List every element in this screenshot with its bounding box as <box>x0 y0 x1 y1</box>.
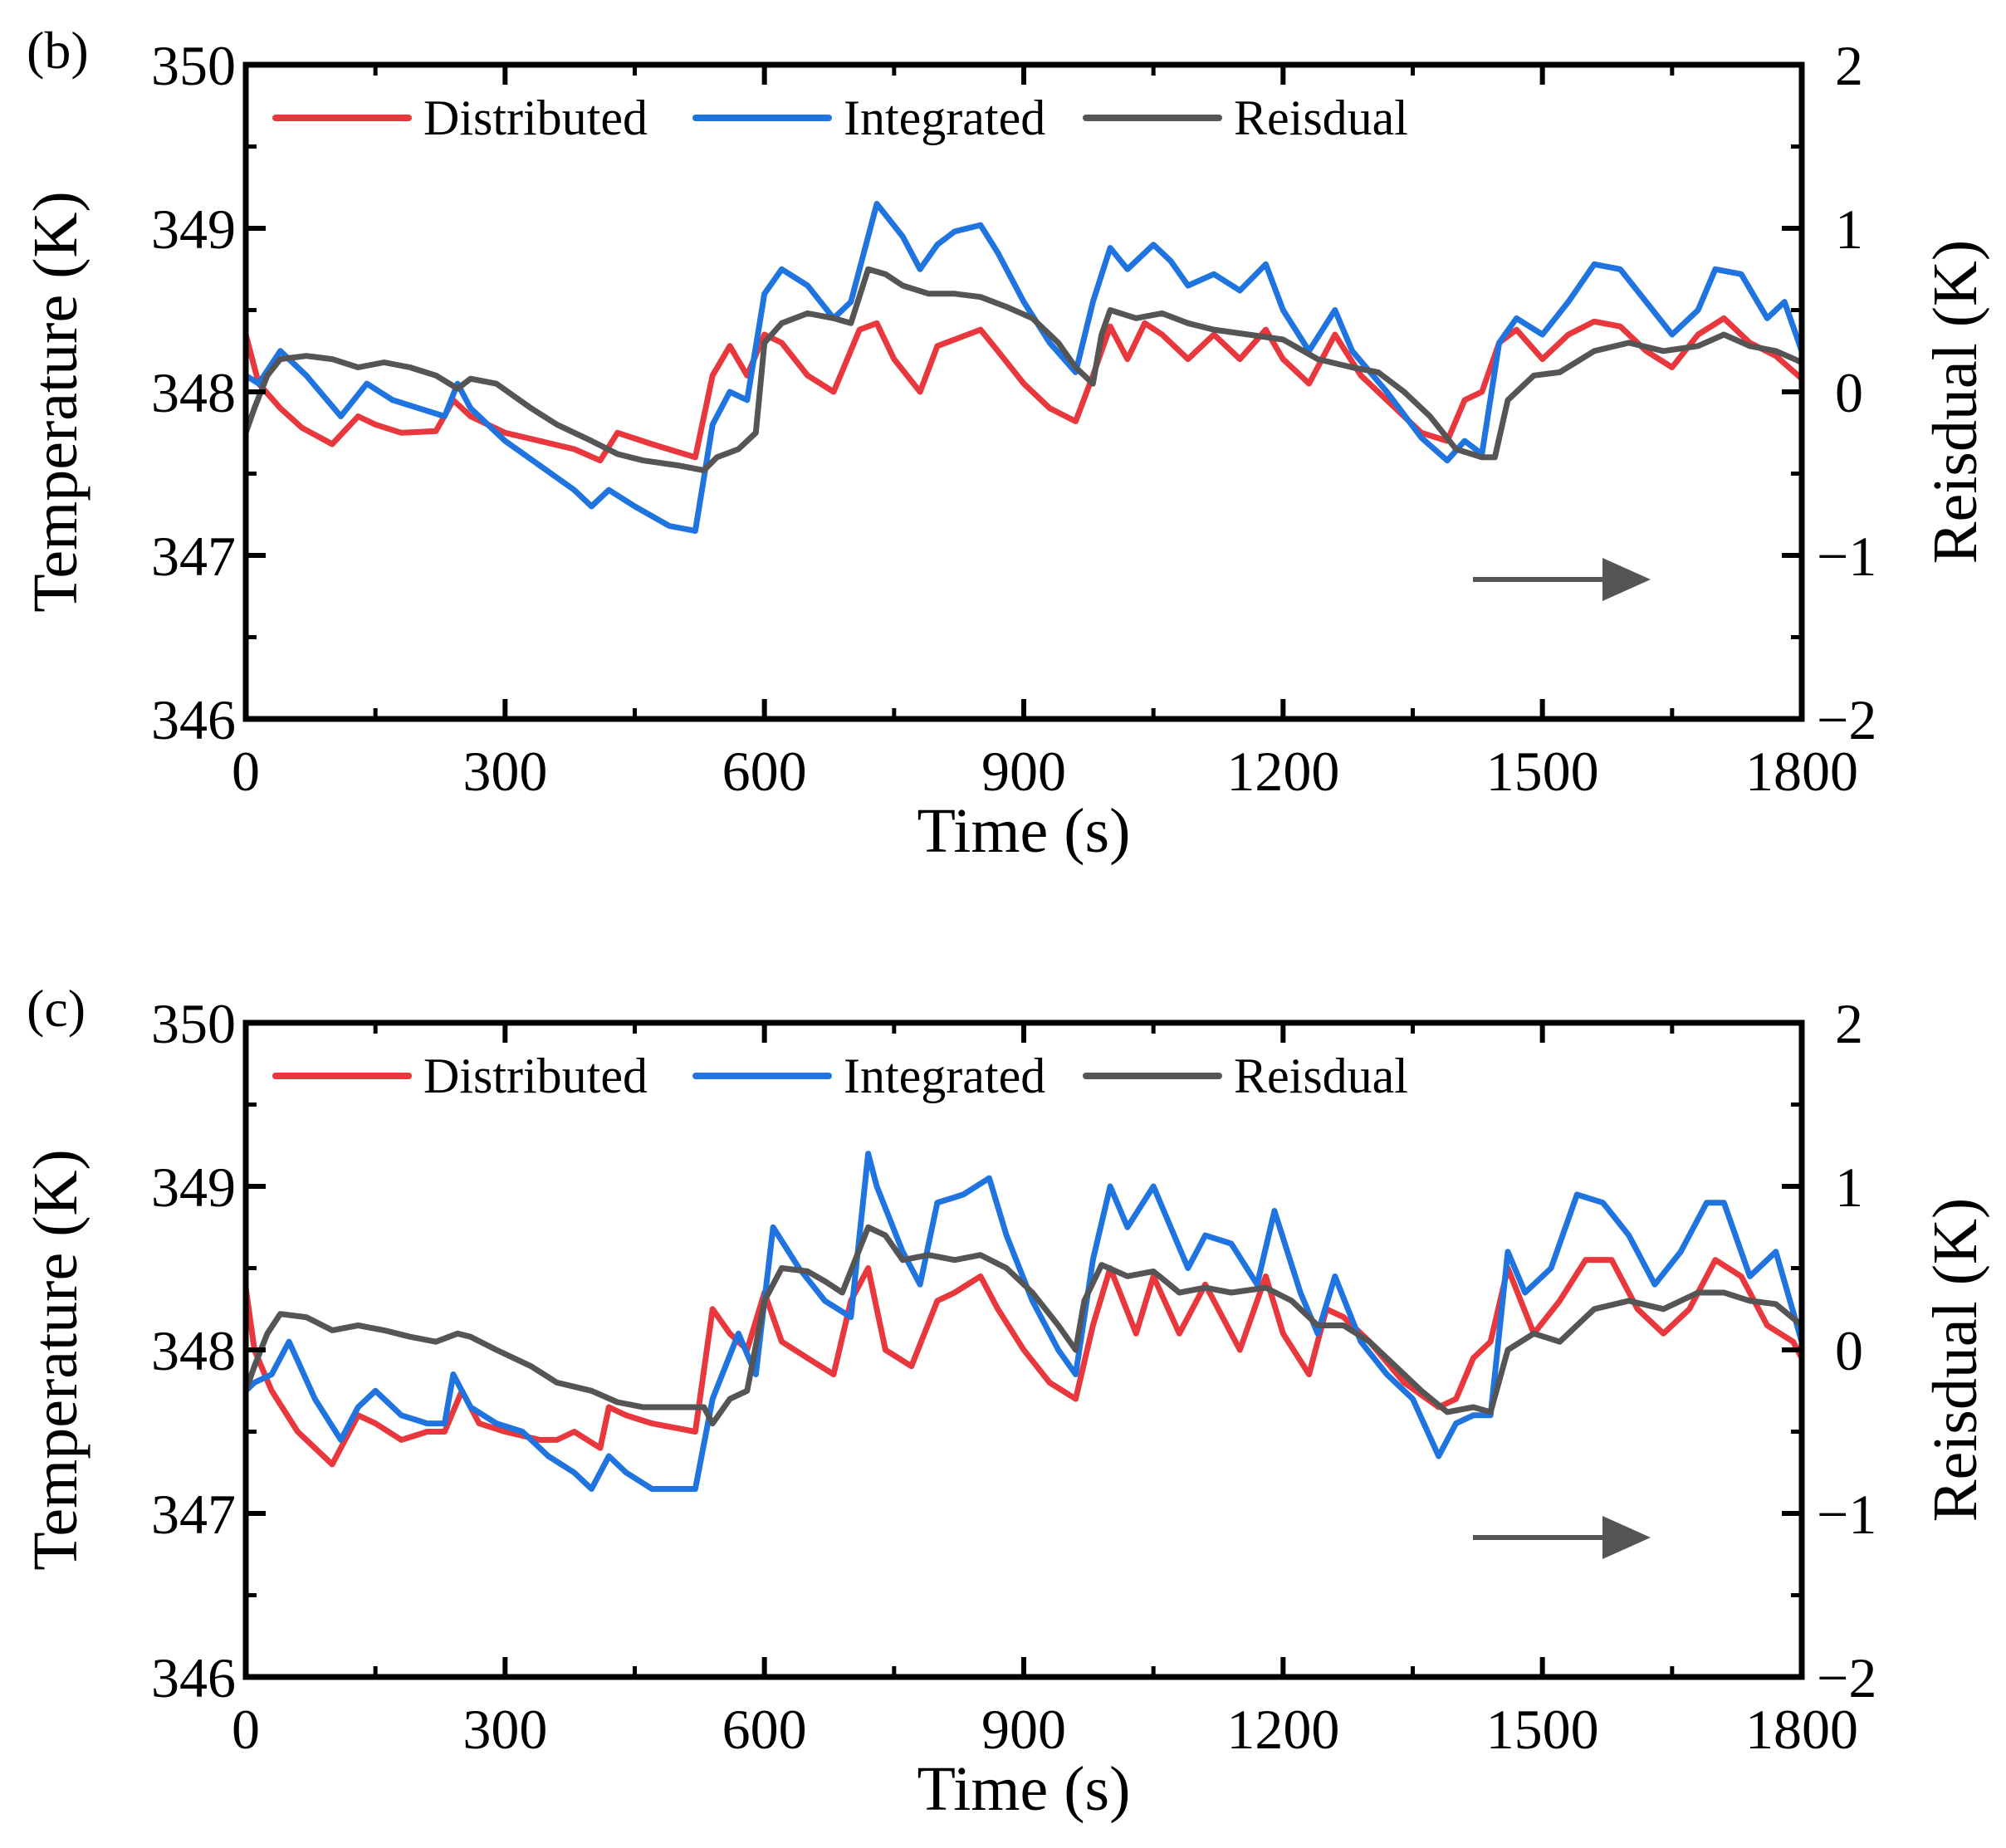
x-tick-label: 300 <box>462 1698 547 1761</box>
legend-label-reisdual: Reisdual <box>1234 90 1408 145</box>
y2-tick-label: −1 <box>1817 1483 1876 1546</box>
y-tick-label: 346 <box>151 688 236 751</box>
y2-tick-label: −2 <box>1817 1646 1876 1709</box>
y2-axis-title: Reisdual (K) <box>1920 1198 1990 1522</box>
panel-label: (b) <box>27 21 89 80</box>
y-tick-label: 348 <box>151 361 236 424</box>
legend-label-integrated: Integrated <box>844 1049 1045 1103</box>
legend-label-reisdual: Reisdual <box>1234 1049 1408 1103</box>
legend-label-integrated: Integrated <box>844 90 1045 145</box>
series-line-distributed <box>246 1257 1802 1468</box>
x-tick-label: 1800 <box>1745 740 1858 803</box>
series-line-reisdual <box>246 266 1802 474</box>
chart-panel-1: 0 300 600 900 1200 1500 1800 346 347 348 349 350 −2 −… <box>21 979 1990 1824</box>
y-tick-label: 348 <box>151 1319 236 1382</box>
x-tick-label: 900 <box>981 740 1066 803</box>
y-tick-label: 347 <box>151 1483 236 1546</box>
series-line-integrated <box>246 201 1802 534</box>
x-tick-label: 0 <box>232 1698 260 1761</box>
y2-tick-label: −1 <box>1817 525 1876 588</box>
y2-tick-label: −2 <box>1817 688 1876 751</box>
legend-label-distributed: Distributed <box>423 1049 648 1103</box>
panel-label: (c) <box>27 979 86 1038</box>
x-tick-label: 0 <box>232 740 260 803</box>
y-tick-label: 346 <box>151 1646 236 1709</box>
x-tick-label: 300 <box>462 740 547 803</box>
x-tick-label: 600 <box>722 1698 807 1761</box>
y2-axis-title: Reisdual (K) <box>1920 240 1990 564</box>
series-line-distributed <box>246 315 1802 464</box>
y-tick-label: 350 <box>151 992 236 1055</box>
x-tick-label: 1500 <box>1486 740 1599 803</box>
arrow-right-icon <box>1602 1516 1651 1559</box>
y2-tick-label: 1 <box>1835 1156 1863 1219</box>
x-tick-label: 1200 <box>1226 740 1339 803</box>
y2-tick-label: 1 <box>1835 198 1863 261</box>
x-tick-label: 900 <box>981 1698 1066 1761</box>
y2-tick-label: 2 <box>1835 992 1863 1055</box>
y-tick-label: 349 <box>151 1156 236 1219</box>
legend-label-distributed: Distributed <box>423 90 648 145</box>
y-tick-label: 349 <box>151 198 236 261</box>
y-axis-title: Temperature (K) <box>21 191 91 612</box>
series-line-reisdual <box>246 1224 1802 1427</box>
x-tick-label: 1800 <box>1745 1698 1858 1761</box>
y-tick-label: 347 <box>151 525 236 588</box>
y2-tick-label: 0 <box>1835 361 1863 424</box>
y2-tick-label: 2 <box>1835 34 1863 97</box>
x-tick-label: 1500 <box>1486 1698 1599 1761</box>
y-tick-label: 350 <box>151 34 236 97</box>
arrow-right-icon <box>1602 558 1651 601</box>
x-axis-title: Time (s) <box>917 796 1131 866</box>
chart-panel-0: 0 300 600 900 1200 1500 1800 346 347 348 349 350 −2 −… <box>21 21 1990 866</box>
y2-tick-label: 0 <box>1835 1319 1863 1382</box>
y-axis-title: Temperature (K) <box>21 1149 91 1570</box>
plot-frame <box>242 61 1805 722</box>
series-line-integrated <box>246 1151 1802 1492</box>
x-tick-label: 600 <box>722 740 807 803</box>
x-axis-title: Time (s) <box>917 1754 1131 1824</box>
x-tick-label: 1200 <box>1226 1698 1339 1761</box>
